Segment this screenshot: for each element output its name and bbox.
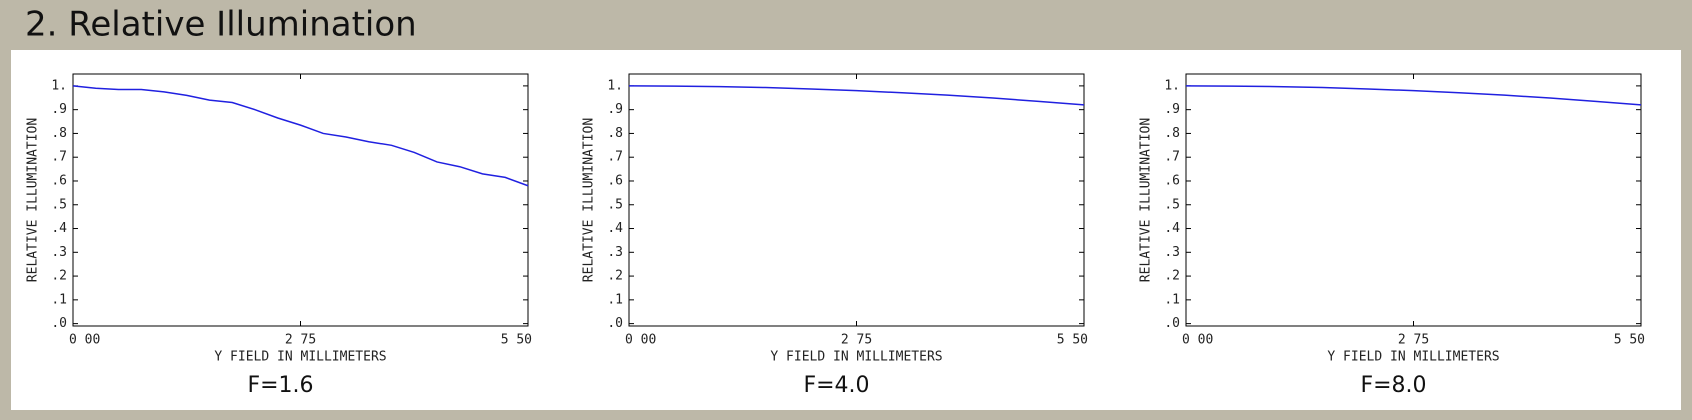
x-axis-title: Y FIELD IN MILLIMETERS: [770, 350, 942, 365]
x-tick-label: 2 75: [285, 333, 316, 348]
y-tick-label: .6: [607, 173, 623, 188]
x-axis-title: Y FIELD IN MILLIMETERS: [214, 350, 386, 365]
y-tick-label: .3: [51, 245, 67, 260]
y-tick-label: .9: [1164, 102, 1180, 117]
y-tick-label: .2: [51, 269, 67, 284]
data-line: [628, 85, 1085, 106]
y-tick-label: .1: [607, 292, 623, 307]
x-axis-title: Y FIELD IN MILLIMETERS: [1327, 350, 1499, 365]
y-tick-label: .1: [1164, 292, 1180, 307]
y-tick-label: .8: [607, 126, 623, 141]
y-tick-label: .3: [1164, 245, 1180, 260]
y-tick-label: .9: [51, 102, 67, 117]
y-tick-label: .0: [1164, 316, 1180, 331]
x-tick-label: 0 00: [625, 333, 656, 348]
y-tick-label: 1.: [1164, 78, 1180, 93]
chart-title: F=1.6: [247, 373, 313, 398]
y-tick-label: .4: [1164, 221, 1180, 236]
y-tick-label: .0: [607, 316, 623, 331]
x-tick-label: 5 50: [501, 333, 532, 348]
y-tick-label: .4: [607, 221, 623, 236]
chart-title: F=8.0: [1360, 373, 1426, 398]
y-tick-label: .7: [607, 150, 623, 165]
y-tick-label: .8: [1164, 126, 1180, 141]
slide-title: 2. Relative Illumination: [25, 5, 417, 45]
y-tick-label: .2: [607, 269, 623, 284]
data-line: [72, 85, 529, 187]
y-tick-label: .5: [51, 197, 67, 212]
y-tick-label: .6: [51, 173, 67, 188]
x-tick-label: 2 75: [1398, 333, 1429, 348]
y-axis-title: RELATIVE ILLUMINATION: [582, 118, 597, 282]
y-tick-label: .9: [607, 102, 623, 117]
chart-title: F=4.0: [803, 373, 869, 398]
y-tick-label: .8: [51, 126, 67, 141]
data-line: [1185, 85, 1642, 106]
y-tick-label: .1: [51, 292, 67, 307]
x-tick-label: 0 00: [1182, 333, 1213, 348]
x-tick-label: 5 50: [1614, 333, 1645, 348]
x-tick-label: 2 75: [841, 333, 872, 348]
y-tick-label: .3: [607, 245, 623, 260]
panel: [11, 50, 1681, 410]
y-tick-label: .7: [1164, 150, 1180, 165]
y-axis-title: RELATIVE ILLUMINATION: [26, 118, 41, 282]
y-axis-title: RELATIVE ILLUMINATION: [1139, 118, 1154, 282]
x-tick-label: 0 00: [69, 333, 100, 348]
y-tick-label: 1.: [607, 78, 623, 93]
x-tick-label: 5 50: [1057, 333, 1088, 348]
y-tick-label: .6: [1164, 173, 1180, 188]
y-tick-label: .5: [1164, 197, 1180, 212]
y-tick-label: .7: [51, 150, 67, 165]
y-tick-label: 1.: [51, 78, 67, 93]
y-tick-label: .4: [51, 221, 67, 236]
y-tick-label: .0: [51, 316, 67, 331]
y-tick-label: .5: [607, 197, 623, 212]
y-tick-label: .2: [1164, 269, 1180, 284]
